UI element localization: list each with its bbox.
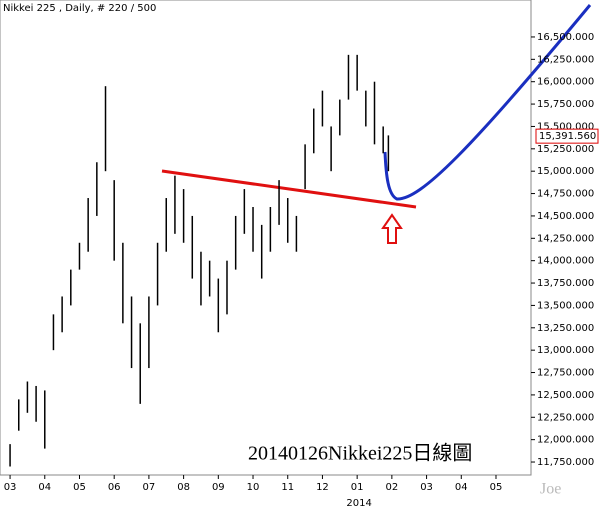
y-tick-label: 13,500.000	[537, 300, 594, 311]
x-tick-label: 01	[351, 482, 364, 493]
x-tick-label: 04	[38, 482, 51, 493]
chart-title: Nikkei 225 , Daily, # 220 / 500	[3, 3, 156, 14]
y-tick-label: 12,000.000	[537, 435, 594, 446]
watermark: Joe	[540, 481, 561, 498]
projection-curve	[383, 4, 592, 201]
x-tick-label: 05	[73, 482, 86, 493]
x-tick-label: 09	[212, 482, 225, 493]
y-tick-label: 15,250.000	[537, 144, 594, 155]
y-tick-label: 13,750.000	[537, 278, 594, 289]
annotation: 20140126Nikkei225日線圖	[248, 442, 472, 465]
y-tick-label: 14,750.000	[537, 189, 594, 200]
y-tick-label: 15,000.000	[537, 166, 594, 177]
y-tick-label: 16,250.000	[537, 54, 594, 65]
arrow	[381, 213, 403, 244]
y-tick-label: 12,250.000	[537, 412, 594, 423]
x-tick-label: 07	[143, 482, 156, 493]
y-tick-label: 14,250.000	[537, 233, 594, 244]
y-tick-label: 12,500.000	[537, 390, 594, 401]
y-tick-label: 11,750.000	[537, 457, 594, 468]
y-tick-label: 13,000.000	[537, 345, 594, 356]
x-tick-label: 03	[420, 482, 433, 493]
last-price-label: 15,391.560	[539, 131, 596, 142]
x-tick-label: 03	[4, 482, 17, 493]
x-tick-label: 02	[385, 482, 398, 493]
x-tick-label: 06	[108, 482, 121, 493]
x-tick-label: 04	[455, 482, 468, 493]
x-tick-label: 12	[316, 482, 329, 493]
y-tick-label: 14,500.000	[537, 211, 594, 222]
x-tick-label: 05	[490, 482, 503, 493]
year-label: 2014	[346, 498, 371, 509]
y-tick-label: 12,750.000	[537, 368, 594, 379]
plot-frame	[0, 0, 532, 476]
y-tick-label: 16,000.000	[537, 77, 594, 88]
y-tick-label: 15,500.000	[537, 121, 594, 132]
last-price-box	[535, 128, 599, 144]
x-tick-label: 08	[177, 482, 190, 493]
y-tick-label: 15,750.000	[537, 99, 594, 110]
y-tick-label: 14,000.000	[537, 256, 594, 267]
trend-line	[161, 169, 417, 209]
x-tick-label: 11	[281, 482, 294, 493]
y-tick-label: 16,500.000	[537, 32, 594, 43]
x-tick-label: 10	[247, 482, 260, 493]
y-tick-label: 13,250.000	[537, 323, 594, 334]
